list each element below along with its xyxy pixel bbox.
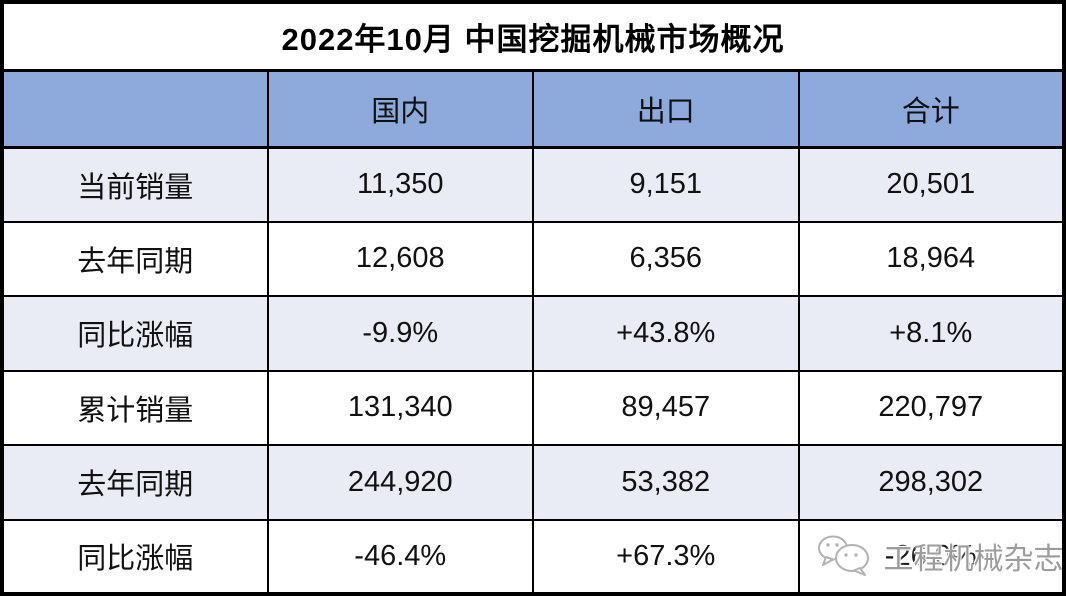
row-label: 去年同期 — [1, 444, 269, 521]
row-label: 当前销量 — [1, 146, 269, 223]
row-label: 累计销量 — [1, 369, 269, 447]
table-header-row: 国内 出口 合计 — [1, 69, 1065, 149]
wechat-icon — [817, 535, 869, 577]
cell-value: 89,457 — [532, 369, 800, 447]
cell-value: -9.9% — [266, 295, 534, 372]
table-title: 2022年10月 中国挖掘机械市场概况 — [1, 1, 1065, 73]
cell-value: 6,356 — [532, 220, 800, 298]
cell-value: +43.8% — [532, 295, 800, 372]
cell-value: 9,151 — [532, 146, 800, 223]
table-row-yoy-change-cumulative: 同比涨幅 -46.4% +67.3% -26.0% — [1, 518, 1065, 595]
cell-value: 298,302 — [797, 444, 1065, 521]
cell-value: 20,501 — [797, 146, 1065, 223]
cell-value-with-watermark: -26.0% — [797, 518, 1065, 595]
cell-value: 220,797 — [797, 369, 1065, 447]
column-header-empty — [1, 69, 269, 149]
table-row-last-year-same-period-cumulative: 去年同期 244,920 53,382 298,302 — [1, 444, 1065, 521]
cell-value: 11,350 — [266, 146, 534, 223]
table-row-last-year-same-period: 去年同期 12,608 6,356 18,964 — [1, 220, 1065, 298]
cell-value: 12,608 — [266, 220, 534, 298]
cell-value: +8.1% — [797, 295, 1065, 372]
table-row-current-sales: 当前销量 11,350 9,151 20,501 — [1, 146, 1065, 223]
cell-value: -46.4% — [266, 518, 534, 595]
cell-value: 53,382 — [532, 444, 800, 521]
row-label: 去年同期 — [1, 220, 269, 298]
row-label: 同比涨幅 — [1, 518, 269, 595]
cell-value: 18,964 — [797, 220, 1065, 298]
row-label: 同比涨幅 — [1, 295, 269, 372]
column-header-domestic: 国内 — [266, 69, 534, 149]
cell-value: 244,920 — [266, 444, 534, 521]
table-title-row: 2022年10月 中国挖掘机械市场概况 — [1, 1, 1065, 73]
cell-value: 131,340 — [266, 369, 534, 447]
cell-value: +67.3% — [532, 518, 800, 595]
column-header-total: 合计 — [797, 69, 1065, 149]
cell-value: -26.0% — [884, 539, 977, 572]
table-row-cumulative-sales: 累计销量 131,340 89,457 220,797 — [1, 369, 1065, 447]
column-header-export: 出口 — [532, 69, 800, 149]
table-row-yoy-change: 同比涨幅 -9.9% +43.8% +8.1% — [1, 295, 1065, 372]
